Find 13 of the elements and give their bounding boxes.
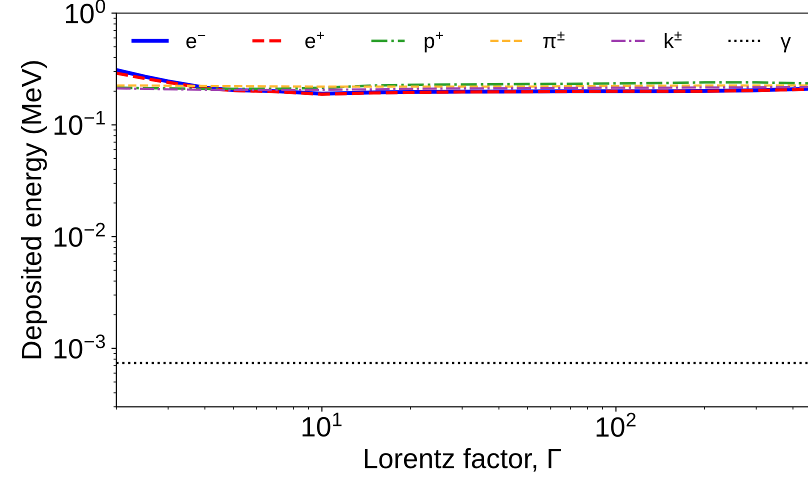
x-tick-label: 10$^{1}$ [302,412,342,437]
legend-label: k$^{±}$ [664,32,682,48]
y-tick-label: 10$^{−3}$ [54,334,105,359]
x-tick-label: 10$^{2}$ [596,412,636,437]
legend-label: π$^{±}$ [543,32,564,48]
legend-label: p$^{+}$ [424,32,444,52]
legend-label: γ [780,37,791,52]
legend-label: e$^{+}$ [305,32,324,48]
y-tick-label: 10$^{−1}$ [54,111,105,135]
legend-label: e$^{−}$ [186,34,206,48]
y-tick-label: 10$^{−2}$ [54,222,105,247]
y-axis-title: Deposited energy (MeV) [21,61,47,358]
x-axis-title: Lorentz factor, Γ [364,448,561,472]
